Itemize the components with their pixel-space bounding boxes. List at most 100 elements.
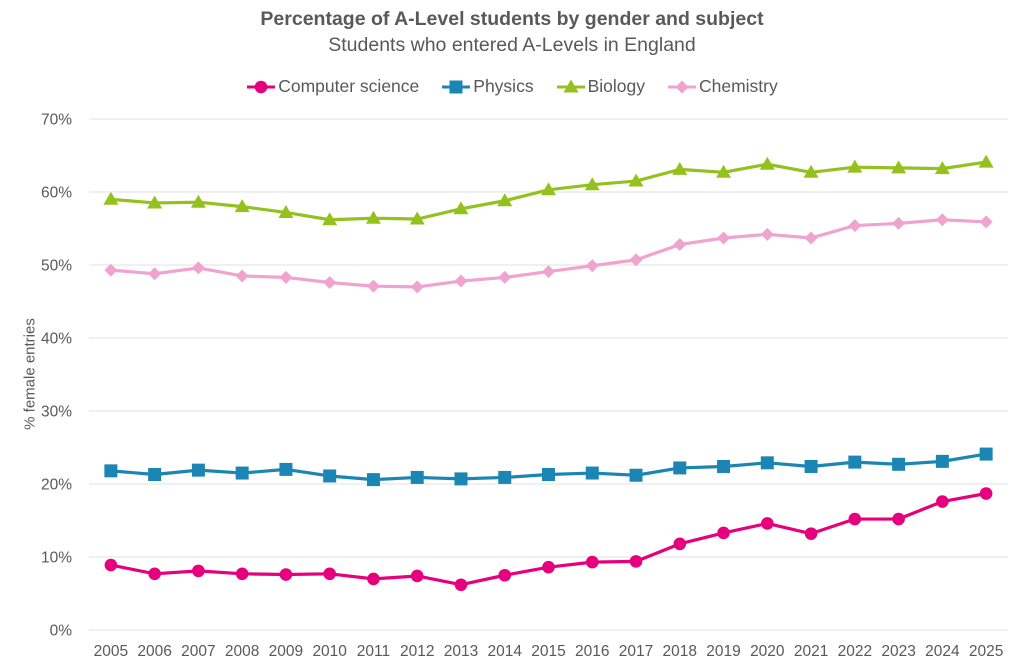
data-point [409,211,425,225]
x-tick-label: 2019 [706,643,740,660]
x-tick-label: 2022 [838,643,872,660]
legend-item-biology[interactable]: Biology [556,76,645,97]
x-tick-label: 2015 [531,643,565,660]
data-point [366,279,380,293]
legend-marker [449,80,463,93]
data-point [979,487,993,500]
data-point [279,462,293,476]
data-point [366,473,380,487]
data-point [804,459,818,473]
data-point [979,215,993,229]
data-point [498,470,512,484]
x-tick-label: 2011 [357,643,390,660]
data-point [848,455,862,469]
series-chemistry [104,213,993,294]
x-tick-label: 2012 [400,643,434,660]
data-point [848,219,862,233]
x-tick-label: 2023 [881,643,915,660]
x-tick-label: 2018 [663,643,697,660]
x-tick-label: 2025 [969,643,1003,660]
data-point [629,253,643,267]
x-tick-label: 2020 [750,643,785,660]
data-point [892,457,906,471]
data-point [848,512,862,526]
data-point [365,210,381,224]
data-point [148,567,161,581]
data-point [935,213,949,227]
legend-circle-marker-icon [247,80,276,93]
series-computer-science [104,487,993,592]
data-point [104,464,118,478]
x-tick-label: 2008 [225,643,259,660]
y-axis-ticks: 0% 10% 20% 30% 40% 50% 60% 70% [41,112,72,640]
x-tick-label: 2013 [444,643,478,660]
legend-item-chemistry[interactable]: Chemistry [667,76,778,97]
x-tick-label: 2005 [94,643,128,660]
data-point [234,199,250,213]
y-tick-label: 0% [50,623,73,640]
data-point [673,238,687,252]
y-tick-label: 20% [41,477,72,494]
data-point [541,182,556,196]
x-tick-label: 2017 [619,643,653,660]
data-point [322,212,338,226]
x-axis-ticks: 2005 2006 2007 2008 2009 2010 2011 2012 2013 2014… [94,643,1004,660]
x-tick-label: 2024 [925,643,960,660]
legend-triangle-marker-icon [556,79,585,92]
data-point [673,537,687,551]
y-tick-label: 40% [41,331,72,348]
data-point [804,527,818,540]
data-point [279,568,293,581]
data-point [497,193,513,207]
x-tick-label: 2021 [794,643,828,660]
legend-marker [563,79,579,92]
series-group [103,154,994,592]
data-point [716,164,732,178]
data-point [629,468,643,482]
y-tick-label: 50% [41,258,72,275]
data-point [803,164,819,178]
data-point [804,231,818,245]
chart-title: Percentage of A-Level students by gender… [260,8,764,30]
y-tick-label: 60% [41,185,72,202]
data-point [585,555,599,569]
data-point [935,454,949,468]
data-point [454,472,468,486]
legend-label: Computer science [278,76,420,96]
data-point [410,569,424,583]
data-point [892,512,905,526]
data-point [104,263,118,277]
data-point [717,526,730,540]
legend-label: Biology [587,76,645,96]
data-point [148,468,162,482]
data-point [235,567,249,581]
gridlines [89,118,1008,631]
data-point [673,461,687,475]
data-point [410,280,424,294]
y-tick-label: 30% [41,404,72,421]
data-point [410,470,424,484]
data-point [191,463,205,477]
data-point [585,259,599,273]
data-point [192,564,205,578]
chart-subtitle: Students who entered A-Levels in England [328,34,696,56]
legend-item-computer-science[interactable]: Computer science [246,76,419,97]
data-point [891,160,907,174]
data-point [323,469,337,483]
data-point [934,161,950,175]
data-point [542,468,555,482]
legend-diamond-marker-icon [667,80,696,93]
data-point [847,159,863,173]
data-point [103,191,119,205]
data-point [542,265,555,279]
legend-item-physics[interactable]: Physics [441,76,534,97]
data-point [453,201,469,215]
legend-label: Chemistry [698,76,778,96]
data-point [454,274,468,288]
x-tick-label: 2009 [269,643,303,660]
data-point [235,269,249,283]
data-point [761,517,774,530]
data-point [978,154,994,168]
data-point [979,447,993,461]
y-tick-label: 10% [41,550,72,567]
